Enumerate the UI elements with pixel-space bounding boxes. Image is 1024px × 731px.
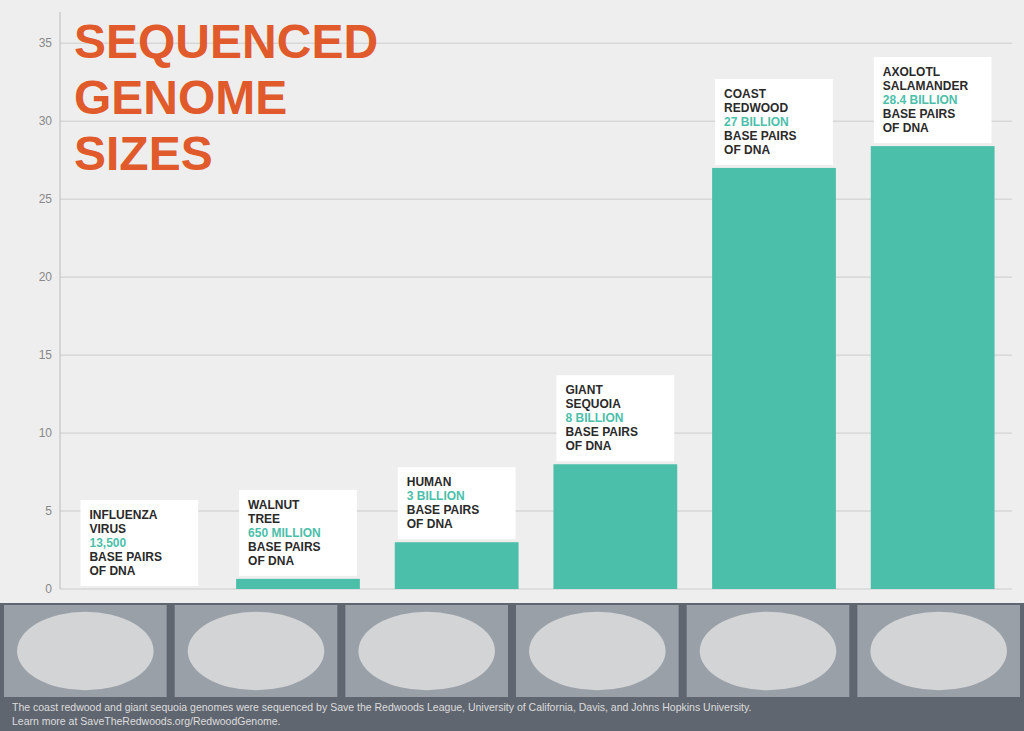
footer-icon: [857, 605, 1020, 697]
footer-text: Learn more at SaveTheRedwoods.org/Redwoo…: [12, 715, 281, 727]
footer: The coast redwood and giant sequoia geno…: [0, 603, 1024, 731]
grid-line: [60, 433, 1012, 434]
category-label: INFLUENZAVIRUS: [89, 508, 157, 536]
footer-icon: [4, 605, 167, 697]
annotation: BASE PAIRSOF DNA: [724, 129, 796, 157]
annotation: BASE PAIRSOF DNA: [407, 503, 479, 531]
data-label: 13,500: [89, 536, 126, 550]
footer-icon: [175, 605, 338, 697]
category-label: HUMAN: [407, 475, 452, 489]
category-label: COASTREDWOOD: [724, 87, 788, 115]
annotation: BASE PAIRSOF DNA: [883, 107, 955, 135]
title: SEQUENCEDGENOMESIZES: [74, 15, 378, 180]
background: [0, 0, 1024, 731]
footer-icon: [687, 605, 850, 697]
footer-icon-oval: [529, 612, 666, 691]
grid-line: [60, 199, 1012, 200]
annotation: BASE PAIRSOF DNA: [248, 540, 320, 568]
footer-icon-oval: [188, 612, 325, 691]
bars: [77, 146, 994, 589]
y-tick-label: 0: [45, 582, 52, 596]
data-label: 3 BILLION: [407, 489, 465, 503]
bar: [553, 464, 677, 589]
bar: [236, 579, 360, 589]
category-label: AXOLOTLSALAMANDER: [883, 65, 969, 93]
grid-line: [60, 277, 1012, 278]
label-box: [715, 79, 833, 165]
category-label: WALNUTTREE: [248, 498, 300, 526]
footer-background: [0, 603, 1024, 731]
label-box: [874, 57, 992, 143]
y-tick-label: 10: [39, 426, 53, 440]
y-tick-label: 5: [45, 504, 52, 518]
y-tick-label: 30: [39, 114, 53, 128]
y-tick-label: 20: [39, 270, 53, 284]
footer-icon: [516, 605, 679, 697]
chart: 05101520253035SEQUENCEDGENOMESIZESINFLUE…: [0, 0, 1024, 731]
footer-icon-oval: [358, 612, 495, 691]
y-axis-line: [60, 12, 61, 589]
data-label: 650 MILLION: [248, 526, 321, 540]
grid-line: [60, 355, 1012, 356]
annotation: BASE PAIRSOF DNA: [89, 550, 161, 578]
data-label: 27 BILLION: [724, 115, 789, 129]
label-box: [556, 375, 674, 461]
grid: 0 5 10 15 20 25 30 35: [39, 36, 1012, 596]
footer-icon-oval: [870, 612, 1007, 691]
labels: INFLUENZAVIRUS13,500BASE PAIRSOF DNAWALN…: [80, 57, 991, 586]
y-tick-label: 15: [39, 348, 53, 362]
bar: [77, 588, 201, 589]
label-box: [239, 490, 357, 576]
footer-icon-oval: [17, 612, 154, 691]
footer-icon-oval: [700, 612, 837, 691]
label-box: [398, 467, 516, 539]
bar: [712, 168, 836, 589]
y-tick-label: 35: [39, 36, 53, 50]
data-label: 28.4 BILLION: [883, 93, 958, 107]
footer-icon: [345, 605, 508, 697]
y-tick-label: 25: [39, 192, 53, 206]
category-label: GIANTSEQUOIA: [565, 383, 621, 411]
label-box: [80, 500, 198, 586]
data-label: 8 BILLION: [565, 411, 623, 425]
bar: [395, 542, 519, 589]
bar: [871, 146, 995, 589]
footer-text: The coast redwood and giant sequoia geno…: [12, 701, 751, 713]
annotation: BASE PAIRSOF DNA: [565, 425, 637, 453]
grid-line: [60, 511, 1012, 512]
grid-line: [60, 589, 1012, 590]
